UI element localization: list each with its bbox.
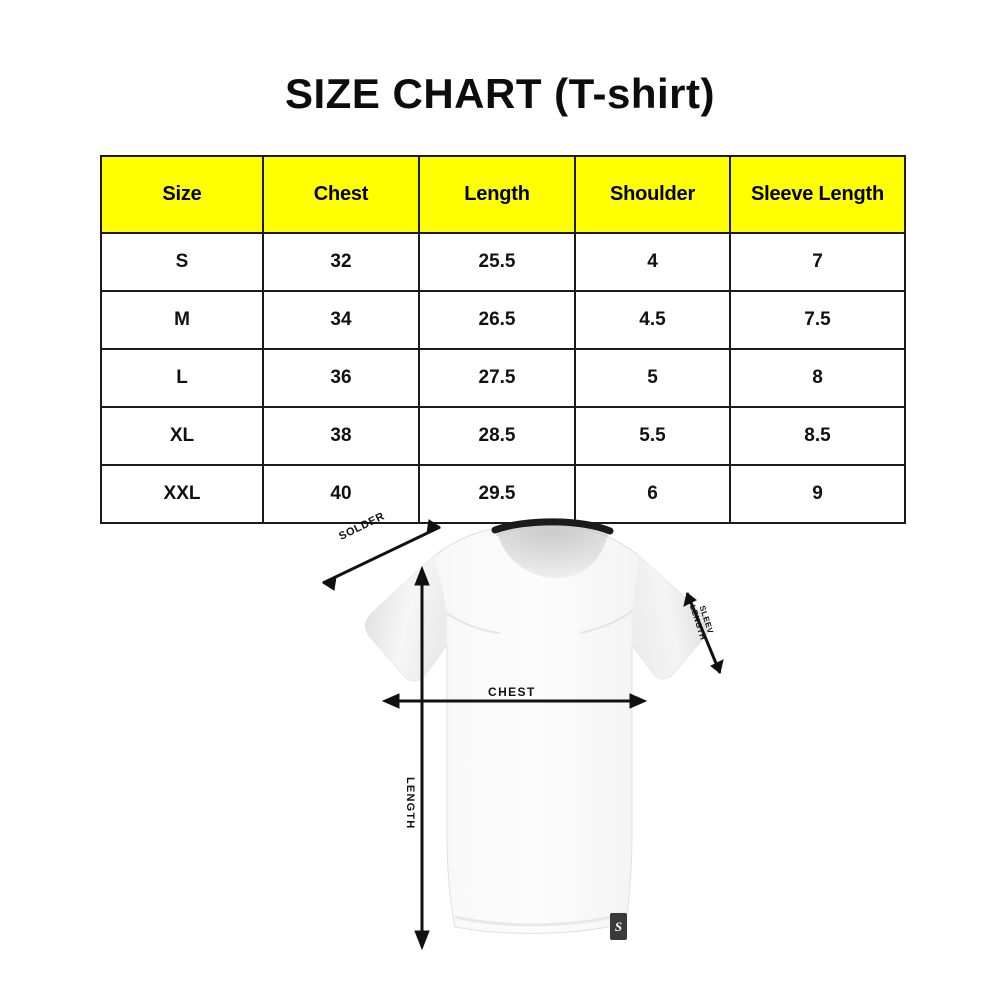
- cell-shoulder: 5.5: [574, 406, 731, 466]
- cell-chest: 32: [262, 232, 420, 292]
- tshirt-diagram: SOLDER CHEST LENGTH SLEEV LENGTH S: [250, 505, 750, 985]
- column-header-chest: Chest: [262, 155, 420, 234]
- cell-shoulder: 4: [574, 232, 731, 292]
- brand-tag-glyph: S: [614, 918, 623, 934]
- sleeve-length-measure-arrow: [683, 592, 724, 674]
- size-chart-table-container: Size Chest Length Shoulder Sleeve Length…: [100, 155, 906, 524]
- cell-shoulder: 4.5: [574, 290, 731, 350]
- chest-label: CHEST: [488, 685, 536, 699]
- length-measure-arrow: [414, 565, 430, 951]
- cell-length: 25.5: [418, 232, 576, 292]
- table-header: Size Chest Length Shoulder Sleeve Length: [100, 155, 906, 234]
- cell-size: XL: [100, 406, 264, 466]
- cell-size: L: [100, 348, 264, 408]
- table-header-row: Size Chest Length Shoulder Sleeve Length: [100, 155, 906, 234]
- size-chart-table: Size Chest Length Shoulder Sleeve Length…: [100, 155, 906, 524]
- cell-shoulder: 5: [574, 348, 731, 408]
- column-header-size: Size: [100, 155, 264, 234]
- length-label: LENGTH: [404, 777, 416, 830]
- cell-chest: 34: [262, 290, 420, 350]
- tshirt-illustration-svg: [321, 518, 724, 951]
- chest-measure-arrow: [381, 693, 648, 709]
- cell-size: XXL: [100, 464, 264, 524]
- table-row: M 34 26.5 4.5 7.5: [100, 290, 906, 350]
- cell-shoulder: 6: [574, 464, 731, 524]
- cell-sleeve-length: 7: [729, 232, 906, 292]
- table-row: L 36 27.5 5 8: [100, 348, 906, 408]
- cell-size: S: [100, 232, 264, 292]
- shoulder-measure-arrow: [321, 519, 442, 591]
- cell-sleeve-length: 8: [729, 348, 906, 408]
- cell-size: M: [100, 290, 264, 350]
- table-row: XXL 40 29.5 6 9: [100, 464, 906, 524]
- column-header-length: Length: [418, 155, 576, 234]
- table-body: S 32 25.5 4 7 M 34 26.5 4.5 7.5 L 36 27.…: [100, 232, 906, 524]
- cell-length: 28.5: [418, 406, 576, 466]
- cell-sleeve-length: 8.5: [729, 406, 906, 466]
- column-header-sleeve-length: Sleeve Length: [729, 155, 906, 234]
- cell-length: 26.5: [418, 290, 576, 350]
- cell-sleeve-length: 7.5: [729, 290, 906, 350]
- column-header-shoulder: Shoulder: [574, 155, 731, 234]
- shirt-body-shape: [364, 523, 710, 934]
- table-row: XL 38 28.5 5.5 8.5: [100, 406, 906, 466]
- cell-chest: 36: [262, 348, 420, 408]
- cell-length: 29.5: [418, 464, 576, 524]
- cell-sleeve-length: 9: [729, 464, 906, 524]
- brand-tag-icon: S: [610, 913, 627, 940]
- page-title: SIZE CHART (T-shirt): [285, 70, 715, 117]
- cell-length: 27.5: [418, 348, 576, 408]
- cell-chest: 40: [262, 464, 420, 524]
- collar: [491, 518, 614, 579]
- cell-chest: 38: [262, 406, 420, 466]
- table-row: S 32 25.5 4 7: [100, 232, 906, 292]
